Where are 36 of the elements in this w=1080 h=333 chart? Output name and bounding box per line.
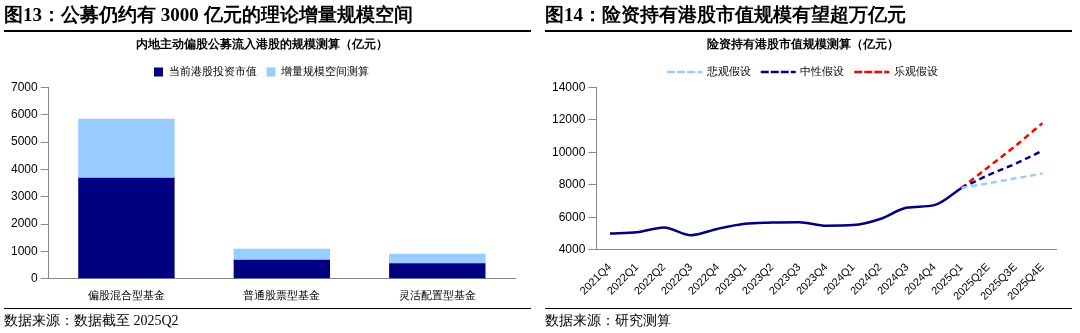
legend-label: 增量规模空间测算 [280,64,369,78]
bar [389,253,486,264]
y-tick-label: 4000 [558,242,586,257]
x-tick-label: 灵活配置型基金 [398,289,476,303]
bar [78,177,175,279]
x-tick-label: 偏股混合型基金 [87,289,165,303]
source-note: 数据来源：研究测算 [545,308,1072,333]
chart-title: 图14：险资持有港股市值规模有望超万亿元 [545,0,1072,32]
legend-label: 乐观假设 [893,64,938,78]
y-tick-label: 3000 [10,189,39,204]
chart-subtitle: 险资持有港股市值规模测算（亿元） [706,37,899,52]
y-tick-label: 8000 [558,177,586,192]
line-series [960,172,1044,190]
legend-label: 当前港股投资市值 [168,64,257,78]
legend-label: 悲观假设 [705,64,751,78]
y-tick-label: 5000 [10,134,39,149]
y-tick-label: 4000 [10,161,39,176]
y-tick-label: 1000 [10,243,39,258]
chart-subtitle: 内地主动偏股公募流入港股的规模测算（亿元） [135,37,388,52]
line-series [960,121,1044,190]
y-tick-label: 10000 [551,144,586,159]
bar [233,259,331,279]
source-note: 数据来源：数据截至 2025Q2 [4,308,531,333]
legend-label: 中性假设 [800,64,845,78]
y-tick-label: 6000 [10,107,39,122]
bar [389,263,486,279]
bar [233,248,331,260]
y-tick-label: 2000 [10,216,39,231]
y-tick-label: 7000 [10,79,39,94]
y-tick-label: 14000 [551,79,586,94]
bar [78,118,175,178]
x-tick-label: 普通股票型基金 [243,289,321,303]
y-tick-label: 6000 [558,209,586,224]
y-tick-label: 0 [31,271,39,286]
chart-title: 图13：公募仍约有 3000 亿元的理论增量规模空间 [4,0,531,32]
y-tick-label: 12000 [551,112,586,127]
